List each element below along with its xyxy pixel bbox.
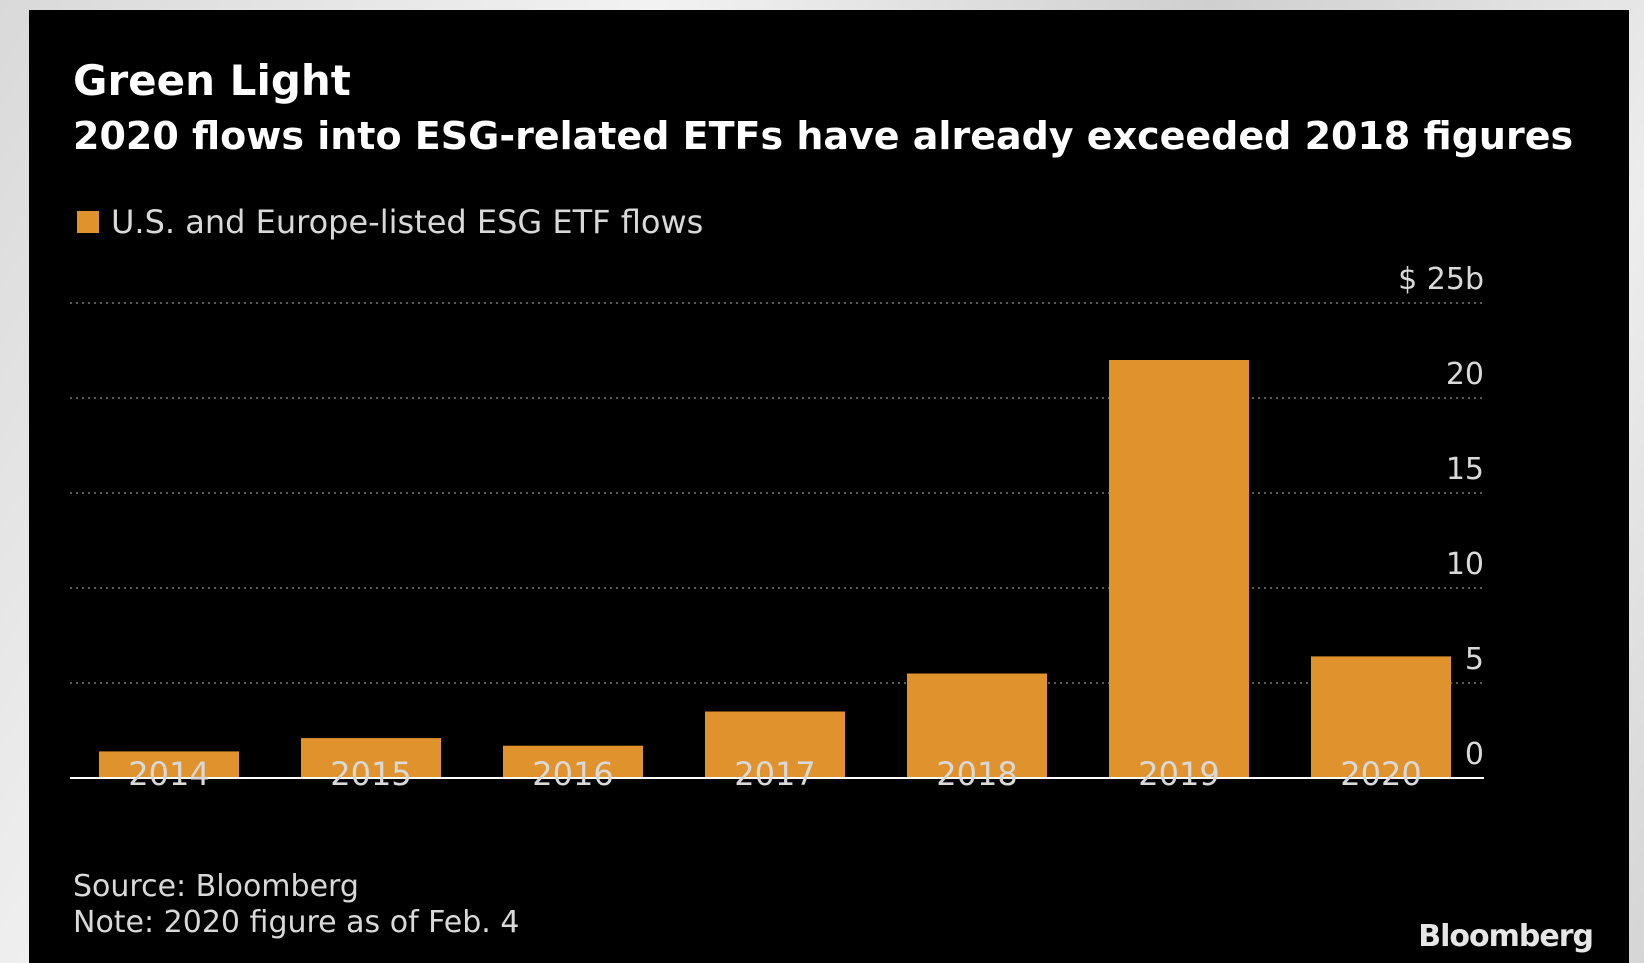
bar-2016 xyxy=(503,745,643,778)
tick-labels: 0 5 10 15 20 $ 25b 2014 2015 2016 2017 2018 2019 202… xyxy=(128,262,1484,793)
bar-2018 xyxy=(907,673,1047,778)
bar-2017 xyxy=(705,711,845,778)
legend-label: U.S. and Europe-listed ESG ETF flows xyxy=(111,203,704,241)
chart-title: Green Light xyxy=(73,56,351,105)
bar-2015 xyxy=(301,738,441,778)
legend: U.S. and Europe-listed ESG ETF flows xyxy=(77,206,703,238)
chart-subtitle: 2020 flows into ESG-related ETFs have al… xyxy=(73,114,1574,158)
x-tick-label-2015: 2015 xyxy=(330,755,411,793)
x-tick-label-2020: 2020 xyxy=(1340,755,1421,793)
bar-2020 xyxy=(1311,656,1451,778)
x-tick-label-2016: 2016 xyxy=(532,755,613,793)
y-tick-label-10: 10 xyxy=(1446,547,1484,582)
bars xyxy=(99,360,1451,778)
grid-lines xyxy=(70,302,1484,684)
bar-chart: 0 5 10 15 20 $ 25b 2014 2015 2016 2017 2018 2019 202… xyxy=(70,262,1484,793)
x-tick-label-2018: 2018 xyxy=(936,755,1017,793)
bar-2019 xyxy=(1109,360,1249,778)
chart-panel: Green Light 2020 flows into ESG-related … xyxy=(29,10,1629,963)
legend-swatch xyxy=(77,211,99,233)
footnote: Note: 2020 figure as of Feb. 4 xyxy=(73,905,520,940)
y-tick-label-20: 20 xyxy=(1446,357,1484,392)
x-tick-label-2017: 2017 xyxy=(734,755,815,793)
x-tick-label-2019: 2019 xyxy=(1138,755,1219,793)
source-note: Source: Bloomberg xyxy=(73,869,359,904)
y-tick-label-0: 0 xyxy=(1465,737,1484,772)
y-tick-label-25: $ 25b xyxy=(1398,262,1484,297)
bar-2014 xyxy=(99,751,239,778)
y-tick-label-5: 5 xyxy=(1465,642,1484,677)
bloomberg-logo: Bloomberg xyxy=(1418,919,1594,954)
y-tick-label-15: 15 xyxy=(1446,452,1484,487)
x-tick-label-2014: 2014 xyxy=(128,755,209,793)
